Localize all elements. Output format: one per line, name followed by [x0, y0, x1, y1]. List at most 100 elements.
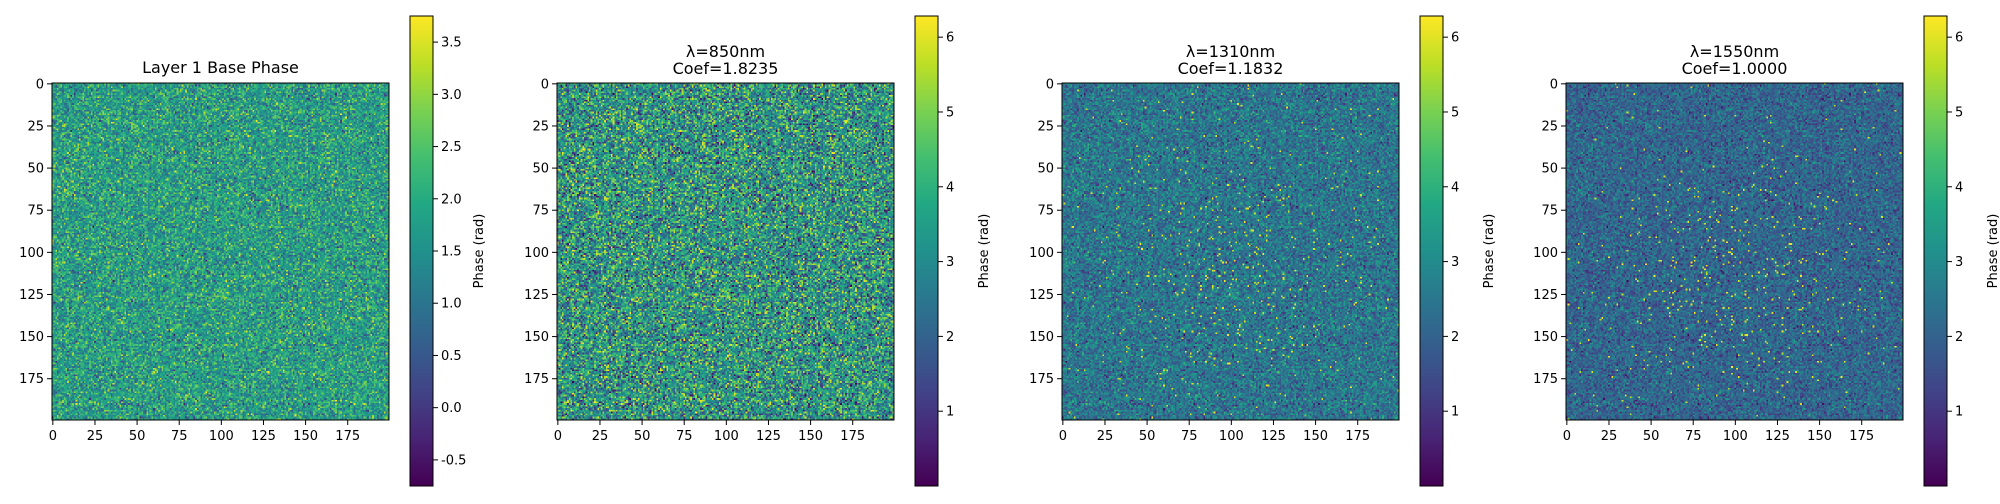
colorbar-gradient [1924, 16, 1947, 486]
plot-frame [556, 82, 895, 421]
colorbar-tick-label: 5 [1955, 105, 1963, 120]
x-tick-label: 175 [1849, 429, 1874, 444]
y-tick-label: 0 [541, 77, 549, 92]
x-tick-label: 0 [1059, 429, 1067, 444]
colorbar-tick-label: 6 [946, 31, 954, 46]
y-tick-label: 100 [1029, 246, 1054, 261]
x-tick-label: 25 [87, 429, 104, 444]
heatmap-image [1566, 83, 1903, 420]
x-tick-label: 75 [1685, 429, 1702, 444]
colorbar-frame [1923, 15, 1948, 487]
colorbar-tick-label: 2 [1955, 330, 1963, 345]
y-tick-label: 75 [1037, 204, 1054, 219]
colorbar-tick-label: 2 [946, 330, 954, 345]
colorbar-tick-label: -0.5 [441, 453, 466, 468]
x-tick-label: 175 [840, 429, 865, 444]
colorbar-tick-label: 1 [1451, 405, 1459, 420]
x-tick-label: 0 [554, 429, 562, 444]
colorbar-tick-label: 3 [1451, 255, 1459, 270]
y-tick-label: 25 [27, 119, 44, 134]
colorbar-tick-label: 6 [1955, 31, 1963, 46]
y-tick-label: 25 [1541, 119, 1558, 134]
x-tick-label: 125 [756, 429, 781, 444]
colorbar-tick-label: 3 [946, 255, 954, 270]
y-tick-label: 150 [1029, 330, 1054, 345]
y-tick-label: 25 [1037, 119, 1054, 134]
x-tick-label: 50 [634, 429, 651, 444]
y-tick-label: 150 [524, 330, 549, 345]
colorbar-tick-label: 2.0 [441, 192, 462, 207]
x-tick-label: 75 [171, 429, 188, 444]
panel-title-line: Coef=1.8235 [673, 59, 779, 78]
x-tick-label: 25 [1601, 429, 1618, 444]
x-tick-label: 25 [1097, 429, 1114, 444]
y-tick-label: 100 [524, 246, 549, 261]
colorbar-gradient [410, 16, 433, 486]
colorbar-tick-label: 1.0 [441, 297, 462, 312]
colorbar-frame [914, 15, 939, 487]
colorbar-tick-label: 4 [1955, 180, 1963, 195]
colorbar-tick-label: 1 [1955, 405, 1963, 420]
plot-frame [1061, 82, 1400, 421]
colorbar-tick-label: 1.5 [441, 245, 462, 260]
y-tick-label: 75 [532, 204, 549, 219]
x-tick-label: 100 [714, 429, 739, 444]
colorbar-tick-label: 1 [946, 405, 954, 420]
panel-title-line: Layer 1 Base Phase [142, 58, 299, 77]
x-tick-label: 150 [1807, 429, 1832, 444]
heatmap-image [1062, 83, 1399, 420]
y-tick-label: 175 [19, 372, 44, 387]
x-tick-label: 25 [592, 429, 609, 444]
panel-title-line: Coef=1.1832 [1178, 59, 1284, 78]
colorbar-tick-label: 4 [1451, 180, 1459, 195]
x-tick-label: 150 [798, 429, 823, 444]
colorbar-tick-label: 6 [1451, 31, 1459, 46]
colorbar-label: Phase (rad) [1482, 214, 1497, 289]
y-tick-label: 175 [524, 372, 549, 387]
colorbar-label: Phase (rad) [472, 214, 487, 289]
y-tick-label: 50 [1541, 162, 1558, 177]
colorbar-tick-label: 5 [946, 105, 954, 120]
y-tick-label: 175 [1029, 372, 1054, 387]
colorbar-frame [1419, 15, 1444, 487]
heatmap-image [557, 83, 894, 420]
x-tick-label: 50 [1139, 429, 1156, 444]
colorbar-gradient [1420, 16, 1443, 486]
y-tick-label: 100 [1533, 246, 1558, 261]
colorbar-label: Phase (rad) [1986, 214, 2000, 289]
x-tick-label: 0 [1563, 429, 1571, 444]
heatmap-image [52, 83, 389, 420]
colorbar-tick-label: 3.0 [441, 88, 462, 103]
x-tick-label: 125 [1765, 429, 1790, 444]
x-tick-label: 175 [335, 429, 360, 444]
x-tick-label: 100 [209, 429, 234, 444]
x-tick-label: 50 [129, 429, 146, 444]
x-tick-label: 125 [1261, 429, 1286, 444]
colorbar-tick-label: 3 [1955, 255, 1963, 270]
panel-title-line: Coef=1.0000 [1682, 59, 1788, 78]
y-tick-label: 150 [1533, 330, 1558, 345]
y-tick-label: 150 [19, 330, 44, 345]
y-tick-label: 0 [36, 77, 44, 92]
plot-frame [1565, 82, 1904, 421]
y-tick-label: 75 [1541, 204, 1558, 219]
x-tick-label: 175 [1345, 429, 1370, 444]
y-tick-label: 125 [1029, 288, 1054, 303]
colorbar-tick-label: 2 [1451, 330, 1459, 345]
x-tick-label: 75 [1181, 429, 1198, 444]
plot-frame [51, 82, 390, 421]
x-tick-label: 0 [49, 429, 57, 444]
heatmap-panel-1: Layer 1 Base Phase 0 25 50 75 100 125 150 175 0 25… [19, 15, 487, 487]
colorbar-tick-label: 5 [1451, 105, 1459, 120]
x-tick-label: 100 [1723, 429, 1748, 444]
colorbar-tick-label: 0.0 [441, 401, 462, 416]
y-tick-label: 125 [19, 288, 44, 303]
x-tick-label: 50 [1643, 429, 1660, 444]
colorbar-tick-label: 4 [946, 180, 954, 195]
x-tick-label: 75 [676, 429, 693, 444]
y-tick-label: 50 [532, 162, 549, 177]
